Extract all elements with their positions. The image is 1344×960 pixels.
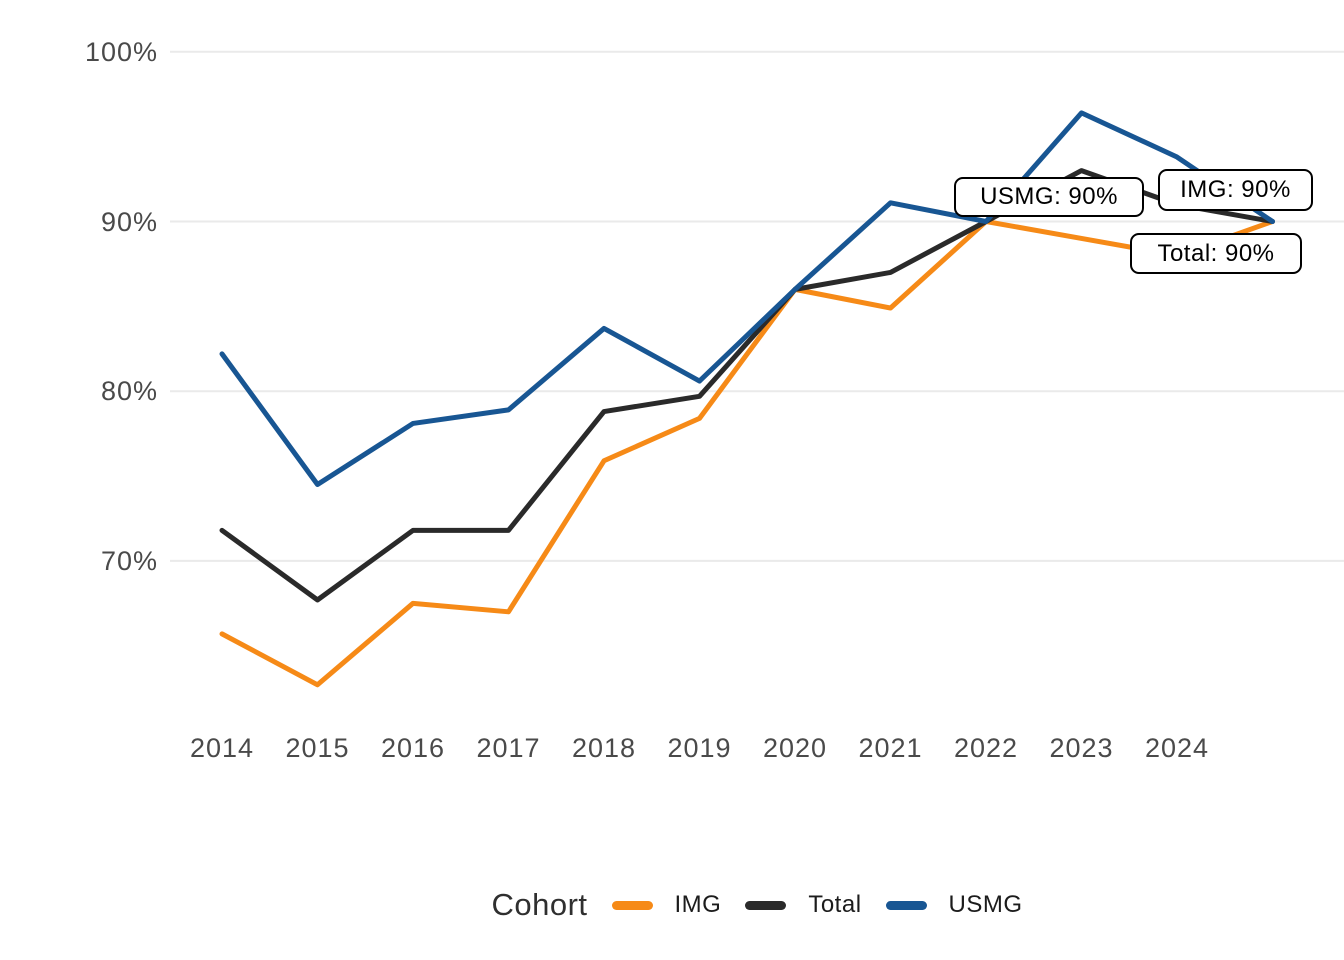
x-tick-label-2015: 2015 bbox=[285, 733, 350, 763]
x-tick-label-2017: 2017 bbox=[476, 733, 541, 763]
endpoint-label-usmg: USMG: 90% bbox=[954, 177, 1144, 217]
series-line-total bbox=[219, 168, 1275, 603]
legend-key-usmg-icon bbox=[885, 900, 927, 910]
endpoint-label-img: IMG: 90% bbox=[1158, 169, 1313, 211]
legend-entry-img: IMG bbox=[611, 891, 722, 919]
y-tick-label-70%: 70% bbox=[100, 545, 158, 576]
endpoint-label-total: Total: 90% bbox=[1130, 233, 1302, 274]
legend: Cohort IMG Total USMG bbox=[170, 880, 1344, 930]
legend-label-total: Total bbox=[808, 891, 862, 918]
legend-entry-usmg: USMG bbox=[885, 891, 1023, 919]
x-tick-label-2020: 2020 bbox=[762, 733, 828, 763]
x-tick-label-2014: 2014 bbox=[189, 733, 255, 763]
x-tick-label-2023: 2023 bbox=[1049, 733, 1114, 763]
legend-key-total-icon bbox=[745, 900, 787, 910]
legend-label-usmg: USMG bbox=[948, 891, 1023, 918]
x-tick-label-2021: 2021 bbox=[858, 733, 923, 763]
y-tick-label-80%: 80% bbox=[100, 376, 158, 407]
legend-label-img: IMG bbox=[674, 891, 722, 918]
legend-entry-total: Total bbox=[745, 891, 861, 919]
series-line-usmg bbox=[219, 110, 1275, 488]
y-tick-label-90%: 90% bbox=[100, 206, 158, 237]
legend-title: Cohort bbox=[491, 887, 588, 922]
x-tick-label-2016: 2016 bbox=[380, 733, 446, 763]
x-tick-label-2024: 2024 bbox=[1144, 733, 1210, 763]
y-tick-label-100%: 100% bbox=[84, 36, 158, 67]
legend-key-img-icon bbox=[611, 900, 653, 910]
series-line-img bbox=[219, 219, 1275, 688]
x-tick-label-2019: 2019 bbox=[667, 733, 732, 763]
x-tick-label-2018: 2018 bbox=[571, 733, 637, 763]
x-tick-label-2022: 2022 bbox=[953, 733, 1019, 763]
